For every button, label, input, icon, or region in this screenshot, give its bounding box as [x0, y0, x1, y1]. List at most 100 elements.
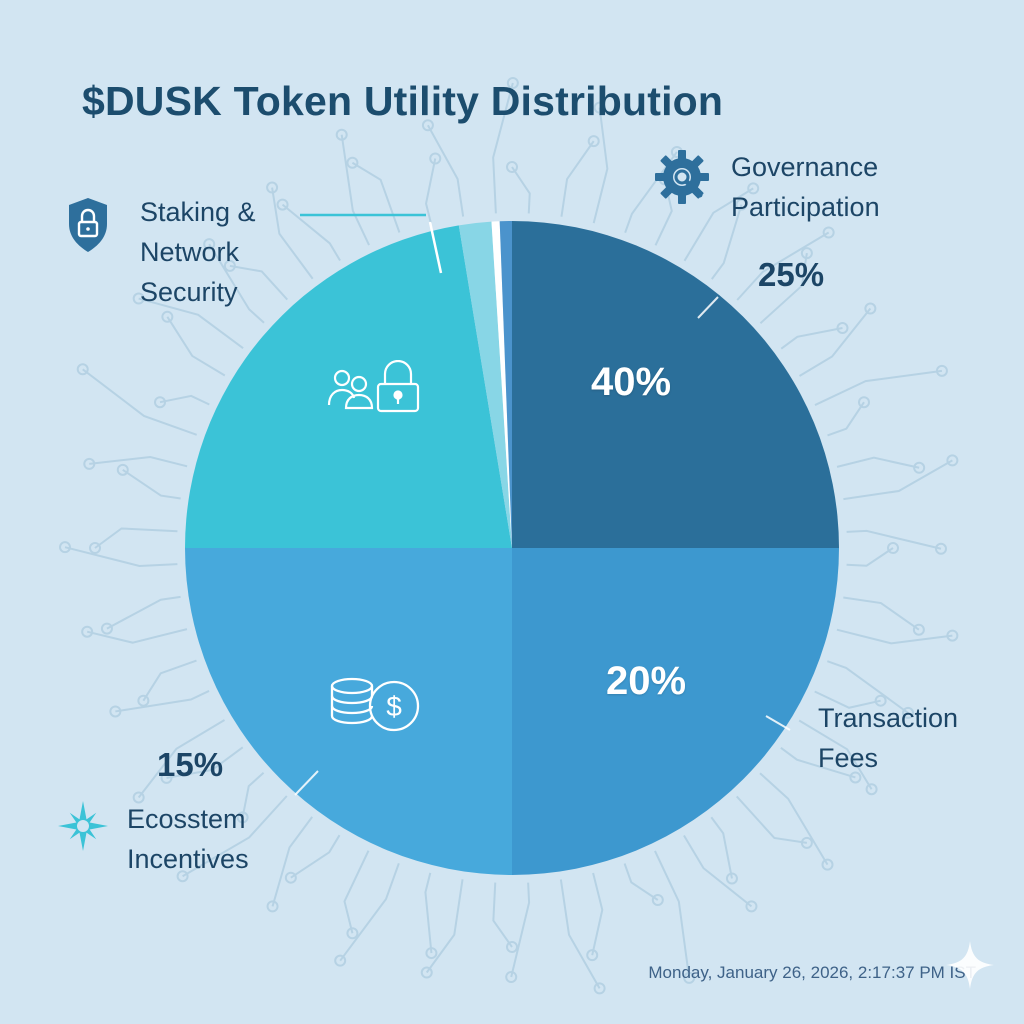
circuit-trace: [137, 719, 226, 799]
users-lock-icon: [327, 360, 420, 413]
circuit-trace: [591, 872, 604, 956]
circuit-trace: [683, 187, 754, 262]
label-governance: Governance Participation: [731, 152, 880, 222]
circuit-trace: [592, 107, 609, 224]
circuit-node: [887, 542, 899, 554]
circuit-trace: [560, 140, 595, 217]
circuit-node: [83, 457, 96, 470]
circuit-trace: [510, 882, 531, 978]
circuit-trace: [339, 862, 400, 962]
circuit-trace: [208, 243, 265, 324]
circuit-trace: [492, 82, 514, 214]
circuit-node: [902, 706, 915, 719]
circuit-node: [864, 302, 877, 315]
pie-slice-minor-6: [499, 221, 512, 548]
circuit-trace: [340, 134, 370, 246]
circuit-node: [161, 310, 174, 323]
circuit-node: [505, 970, 518, 983]
circuit-node: [109, 705, 122, 718]
chart-title: $DUSK Token Utility Distribution: [82, 78, 724, 124]
circuit-node: [822, 226, 835, 239]
circuit-node: [593, 101, 606, 114]
circuit-trace: [229, 264, 288, 301]
circuit-node: [836, 322, 849, 335]
leader-transaction: [765, 715, 791, 731]
circuit-trace: [710, 816, 733, 879]
circuit-trace: [798, 307, 872, 377]
circuit-node: [946, 454, 959, 467]
circuit-trace: [343, 850, 370, 934]
circuit-trace: [281, 203, 341, 262]
circuit-node: [223, 259, 236, 272]
circuit-trace: [814, 369, 943, 406]
governance-outer-percent: 25%: [758, 256, 825, 293]
circuit-trace: [623, 863, 659, 901]
circuit-node: [429, 152, 442, 165]
circuit-node: [821, 858, 834, 871]
pie-slice-minor-4: [458, 221, 512, 548]
circuit-node: [132, 791, 145, 804]
circuit-trace: [511, 166, 531, 214]
circuit-node: [176, 870, 189, 883]
circuit-trace: [64, 546, 178, 567]
circuit-trace: [836, 456, 920, 469]
circuit-node: [506, 161, 518, 173]
timestamp: Monday, January 26, 2026, 2:17:37 PM IST: [648, 963, 976, 982]
circuit-node: [132, 292, 145, 305]
circuit-trace: [759, 772, 829, 866]
circuit-node: [800, 836, 813, 849]
pie-slice-staking-network-security: [185, 225, 512, 548]
circuit-trace: [814, 690, 881, 709]
circuit-node: [420, 966, 433, 979]
circuit-node: [160, 771, 173, 784]
circuit-node: [874, 694, 887, 707]
circuit-trace: [142, 659, 197, 702]
circuit-trace: [711, 204, 743, 280]
circuit-trace: [271, 187, 314, 280]
circuit-trace: [271, 816, 313, 907]
circuit-trace: [166, 746, 244, 779]
circuit-node: [421, 119, 434, 132]
pie-slice-governance-participation: [512, 221, 839, 548]
circuit-node: [59, 541, 72, 554]
circuit-trace: [843, 459, 953, 501]
circuit-node: [683, 971, 696, 984]
circuit-node: [425, 947, 438, 960]
circuit-trace: [798, 719, 873, 790]
circuit-node: [81, 625, 94, 638]
circuit-node: [857, 396, 870, 409]
circuit-trace: [736, 795, 808, 844]
circuit-trace: [683, 834, 753, 908]
circuit-trace: [122, 469, 181, 500]
pie-slice-transaction-fees: [512, 548, 839, 875]
circuit-node: [735, 198, 748, 211]
circuit-node: [593, 982, 606, 995]
coins-dollar-icon: $: [330, 677, 420, 732]
circuit-trace: [843, 596, 920, 631]
circuit-trace: [89, 456, 188, 468]
circuit-node: [334, 954, 347, 967]
circuit-node: [276, 198, 289, 211]
svg-text:$: $: [386, 691, 402, 722]
circuit-node: [506, 77, 519, 90]
circuit-node: [76, 363, 89, 376]
circuit-node: [116, 463, 129, 476]
circuit-node: [651, 893, 664, 906]
circuit-node: [912, 623, 925, 636]
governance-inner-percent: 40%: [591, 360, 672, 404]
circuit-trace: [624, 151, 678, 234]
pie-slice-ecosystem-incentives: [185, 548, 512, 875]
circuit-trace: [492, 882, 513, 948]
circuit-trace: [827, 401, 865, 437]
circuit-trace: [836, 628, 953, 645]
transaction-inner-percent: 20%: [606, 659, 687, 703]
circuit-trace: [106, 595, 181, 630]
circuit-node: [865, 783, 878, 796]
circuit-trace: [182, 795, 288, 878]
circuit-trace: [826, 660, 909, 714]
circuit-trace: [654, 850, 691, 979]
circuit-trace: [425, 158, 437, 224]
circuit-node: [346, 156, 359, 169]
